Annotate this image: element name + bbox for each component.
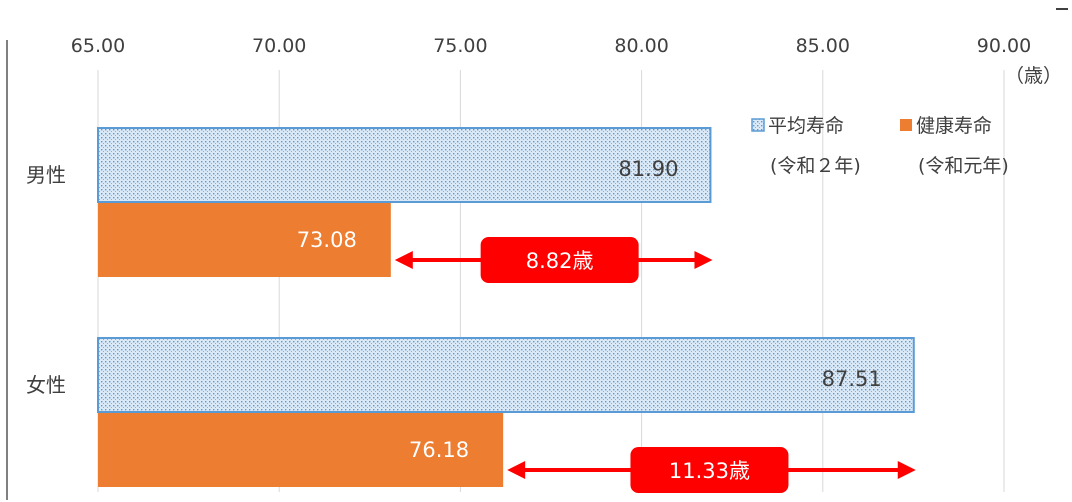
category-label: 男性 [26,163,66,187]
legend-swatch-healthy-life-expectancy [900,119,912,131]
bar-healthy-life-expectancy [98,203,391,277]
legend-label: 平均寿命 [768,115,844,137]
bar-value-label: 81.90 [618,157,678,181]
difference-label-box [480,237,639,283]
difference-label: 8.82歳 [526,249,594,273]
bar-healthy-life-expectancy [98,413,504,487]
legend-label: 健康寿命 [916,115,992,137]
x-tick-label: 80.00 [614,35,668,57]
difference-label-box [630,447,789,493]
legend-sublabel: (令和２年) [770,155,861,177]
arrowhead-right [694,251,713,269]
x-tick-label: 85.00 [796,35,850,57]
x-tick-label: 90.00 [977,35,1031,57]
difference-label: 11.33歳 [669,459,750,483]
bar-value-label: 76.18 [409,438,469,462]
bar-average-lifespan [97,127,712,203]
bar-average-lifespan [97,337,915,413]
legend-swatch-average-lifespan [751,118,765,132]
category-label: 女性 [26,373,66,397]
arrowhead-right [897,461,916,479]
arrowhead-left [507,461,526,479]
bar-value-label: 87.51 [822,367,882,391]
unit-label: （歳） [1005,65,1062,87]
legend-sublabel: (令和元年) [918,155,1009,177]
x-tick-label: 65.00 [71,35,125,57]
arrowhead-left [394,251,413,269]
bar-value-label: 73.08 [297,228,357,252]
x-tick-label: 75.00 [433,35,487,57]
x-tick-label: 70.00 [252,35,306,57]
